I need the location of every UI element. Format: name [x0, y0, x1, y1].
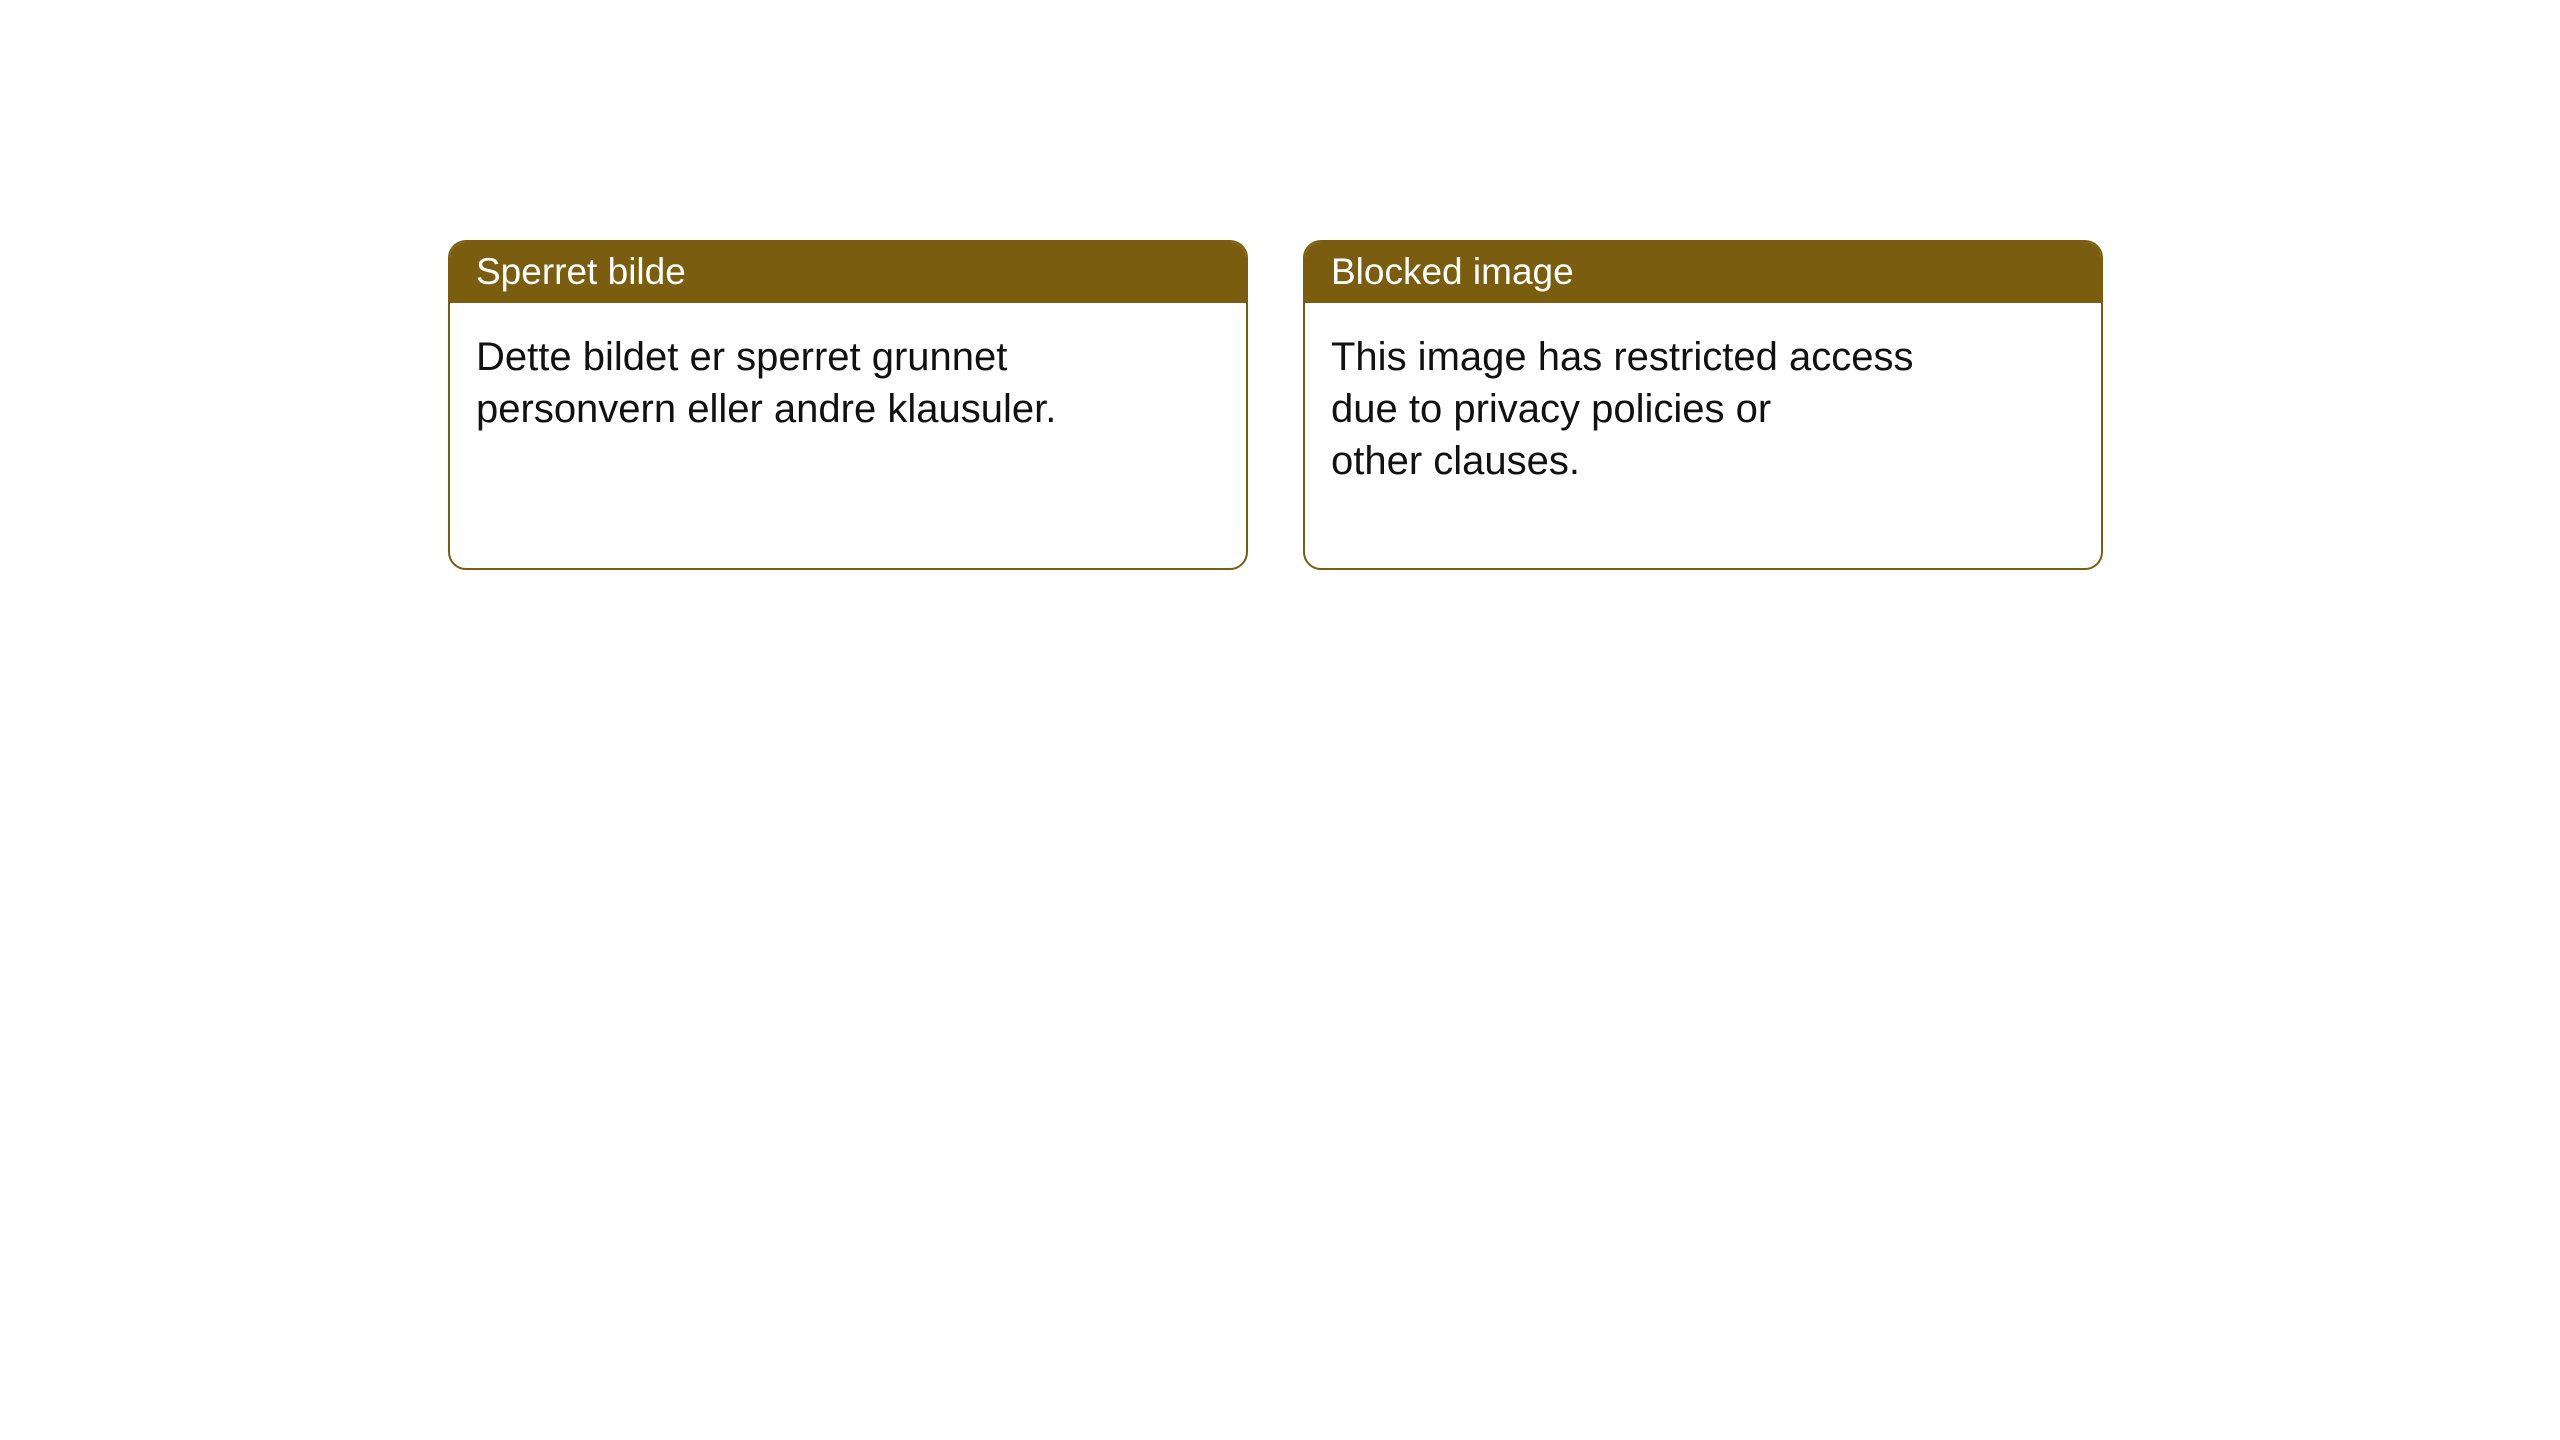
blocked-image-notice-container: Sperret bilde Dette bildet er sperret gr… — [448, 240, 2103, 570]
notice-panel-en-header: Blocked image — [1305, 242, 2101, 303]
notice-panel-en-title: Blocked image — [1331, 251, 1574, 292]
notice-panel-no: Sperret bilde Dette bildet er sperret gr… — [448, 240, 1248, 570]
notice-panel-no-message: Dette bildet er sperret grunnet personve… — [476, 331, 1146, 435]
notice-panel-en-message: This image has restricted access due to … — [1331, 331, 1971, 487]
notice-panel-no-body: Dette bildet er sperret grunnet personve… — [450, 303, 1246, 453]
notice-panel-no-header: Sperret bilde — [450, 242, 1246, 303]
notice-panel-en-body: This image has restricted access due to … — [1305, 303, 2101, 505]
notice-panel-en: Blocked image This image has restricted … — [1303, 240, 2103, 570]
notice-panel-no-title: Sperret bilde — [476, 251, 686, 292]
